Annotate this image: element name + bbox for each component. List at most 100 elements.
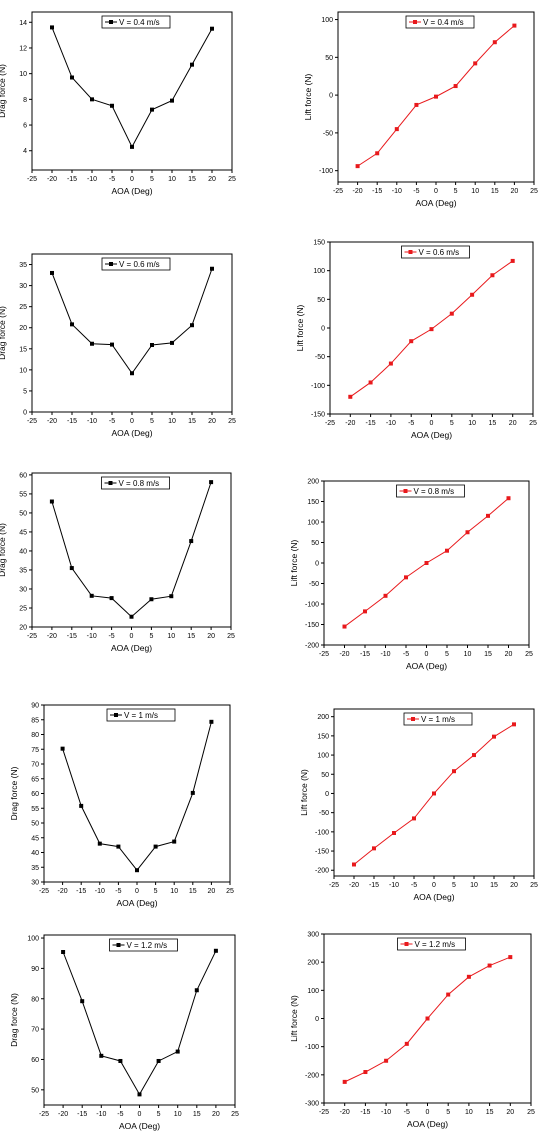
x-tick-label: -15 [77, 1111, 87, 1118]
x-tick-label: -10 [87, 633, 97, 640]
x-tick-label: -25 [27, 418, 37, 425]
chart-10: -25 -20 -15 -10 -5 0 5 10 15 20 25 -300 -200 -100 0 100… [289, 932, 535, 1130]
data-point [49, 499, 54, 504]
y-tick-label: 10 [19, 367, 27, 374]
x-axis-title: AOA (Deg) [111, 643, 152, 653]
x-tick-label: -10 [96, 1111, 106, 1118]
x-tick-label: -5 [109, 176, 115, 183]
x-tick-label: -5 [411, 882, 417, 889]
data-point [150, 343, 154, 348]
data-point [172, 839, 177, 844]
y-tick-label: 0 [325, 791, 329, 798]
legend: V = 0.6 m/s [401, 245, 470, 259]
y-tick-label: -100 [319, 168, 333, 175]
y-tick-label: 0 [315, 561, 319, 568]
y-axis-title: Lift force (N) [289, 539, 299, 586]
legend-label: V = 0.8 m/s [414, 487, 455, 496]
x-tick-label: 15 [187, 633, 195, 640]
x-tick-label: -10 [380, 651, 390, 658]
legend: V = 0.4 m/s [405, 15, 475, 29]
data-point [175, 1049, 180, 1054]
data-point [118, 1058, 123, 1063]
data-point [363, 1070, 368, 1075]
legend-label: V = 1.2 m/s [415, 940, 456, 949]
data-point [170, 340, 174, 345]
x-tick-label: 10 [170, 888, 178, 895]
x-tick-label: -10 [392, 188, 402, 195]
plot-frame [31, 472, 232, 628]
y-tick-label: 20 [19, 625, 27, 632]
x-axis-title: AOA (Deg) [116, 898, 157, 908]
legend-label: V = 0.6 m/s [119, 260, 160, 269]
y-tick-label: 25 [19, 304, 27, 311]
x-tick-label: -5 [109, 418, 115, 425]
x-tick-label: -10 [95, 888, 105, 895]
y-tick-label: 12 [19, 45, 27, 52]
data-point [190, 62, 194, 67]
y-tick-label: 30 [19, 586, 27, 593]
x-tick-label: 0 [430, 420, 434, 427]
data-point [508, 955, 513, 960]
data-point [473, 61, 478, 66]
x-tick-label: -15 [360, 651, 370, 658]
x-tick-label: 5 [150, 418, 154, 425]
y-axis-title: Drag force (N) [9, 766, 19, 820]
y-tick-label: -50 [315, 354, 325, 361]
legend-label: V = 0.4 m/s [423, 18, 464, 27]
y-axis-title: Drag force (N) [9, 993, 19, 1047]
x-tick-label: -10 [381, 1109, 391, 1116]
x-tick-label: -20 [345, 420, 355, 427]
series-line [51, 268, 213, 375]
data-point [69, 566, 74, 571]
plot-frame [43, 934, 236, 1106]
data-point [110, 103, 114, 108]
y-tick-label: 70 [31, 762, 39, 769]
y-tick-label: 45 [19, 529, 27, 536]
x-tick-label: -25 [319, 651, 329, 658]
data-point [190, 323, 194, 328]
y-axis-title: Drag force (N) [0, 306, 7, 360]
y-tick-label: 50 [19, 510, 27, 517]
y-tick-label: 50 [317, 297, 325, 304]
data-point [97, 841, 102, 846]
x-tick-label: 5 [450, 420, 454, 427]
x-tick-label: -25 [325, 420, 335, 427]
data-point [449, 311, 454, 316]
y-tick-label: -200 [305, 1072, 319, 1079]
x-tick-label: -15 [67, 418, 77, 425]
data-point [50, 25, 54, 30]
x-tick-label: 10 [174, 1111, 182, 1118]
data-point [368, 380, 373, 385]
x-tick-label: 20 [509, 420, 517, 427]
x-tick-label: -15 [67, 176, 77, 183]
y-tick-label: 30 [19, 283, 27, 290]
data-point [394, 127, 399, 132]
x-tick-label: 25 [226, 888, 234, 895]
y-tick-label: 150 [307, 499, 319, 506]
x-tick-label: 0 [426, 1109, 430, 1116]
data-point [70, 75, 74, 80]
data-point [130, 371, 134, 376]
x-tick-label: 25 [228, 418, 236, 425]
data-point [486, 513, 490, 518]
x-tick-label: 25 [525, 651, 533, 658]
legend-swatch-marker [109, 20, 113, 24]
data-point [80, 999, 85, 1004]
y-axis-title: Lift force (N) [303, 73, 313, 120]
y-tick-label: -300 [305, 1101, 319, 1108]
y-tick-label: -100 [305, 1044, 319, 1051]
x-tick-label: 20 [511, 188, 519, 195]
legend-label: V = 0.4 m/s [119, 18, 160, 27]
y-tick-label: 5 [23, 388, 27, 395]
x-tick-label: 20 [506, 1109, 514, 1116]
x-tick-label: 15 [490, 882, 498, 889]
y-tick-label: 35 [31, 865, 39, 872]
data-point [466, 974, 471, 979]
data-point [372, 846, 376, 851]
data-point [170, 98, 174, 103]
x-tick-label: 15 [189, 888, 197, 895]
y-tick-label: 25 [19, 605, 27, 612]
data-point [342, 1079, 347, 1084]
legend: V = 0.8 m/s [396, 484, 465, 498]
data-point [512, 23, 517, 28]
